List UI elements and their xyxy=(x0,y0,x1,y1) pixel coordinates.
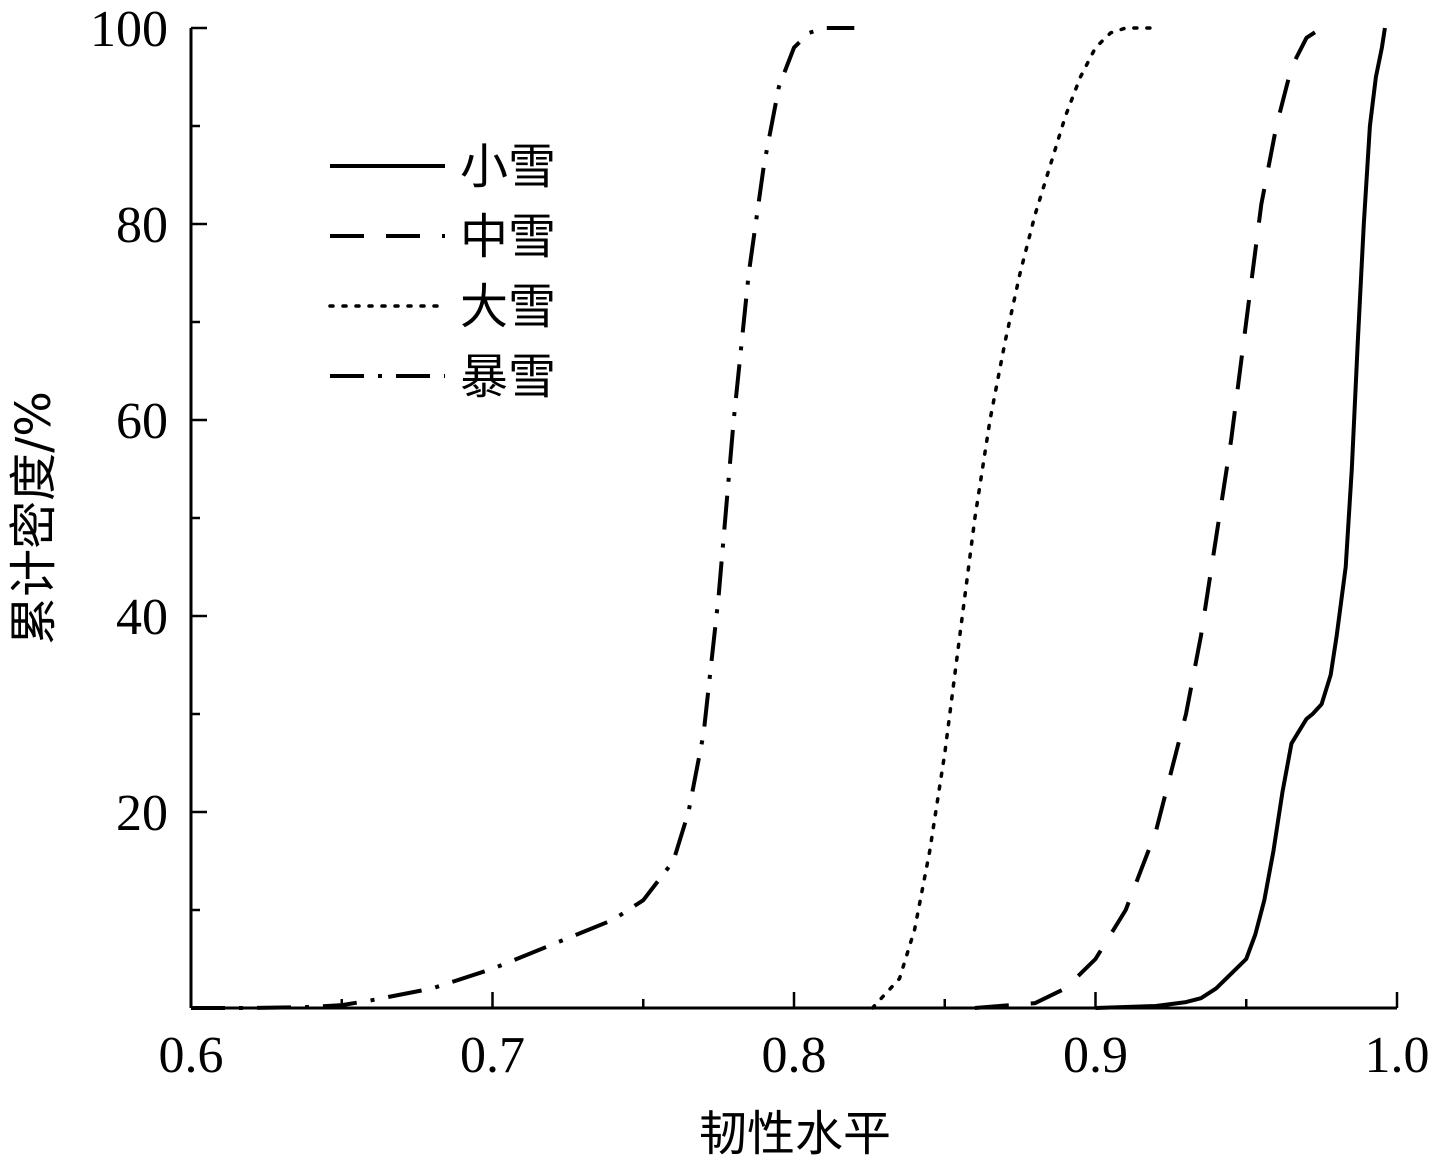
y-tick-label: 60 xyxy=(116,393,168,450)
x-tick-label: 0.7 xyxy=(460,1027,525,1084)
legend-label-2: 中雪 xyxy=(460,209,556,265)
y-tick-label: 20 xyxy=(116,785,168,842)
x-axis-title: 韧性水平 xyxy=(699,1106,891,1162)
x-tick-label: 0.6 xyxy=(159,1027,224,1084)
series-line-1 xyxy=(1095,27,1387,1010)
x-tick-label: 0.9 xyxy=(1063,1027,1128,1084)
tick-labels: 0.6 0.7 0.8 0.9 1.0 20 40 60 80 100 xyxy=(90,1,1430,1084)
legend-label-4: 暴雪 xyxy=(460,349,556,405)
y-tick-label: 40 xyxy=(116,589,168,646)
x-tick-label: 0.8 xyxy=(762,1027,827,1084)
plot-lines xyxy=(191,26,1387,1010)
ticks xyxy=(189,26,1399,1008)
y-axis-title: 累计密度/% xyxy=(6,391,62,645)
series-line-3 xyxy=(870,26,1158,1010)
legend-label-3: 大雪 xyxy=(460,279,556,335)
series-line-2 xyxy=(974,26,1323,1010)
y-tick-label: 100 xyxy=(90,1,168,58)
axes xyxy=(189,28,1397,1010)
series-line-4 xyxy=(191,26,855,1010)
y-tick-label: 80 xyxy=(116,197,168,254)
legend-label-1: 小雪 xyxy=(460,139,556,195)
x-tick-label: 1.0 xyxy=(1365,1027,1430,1084)
